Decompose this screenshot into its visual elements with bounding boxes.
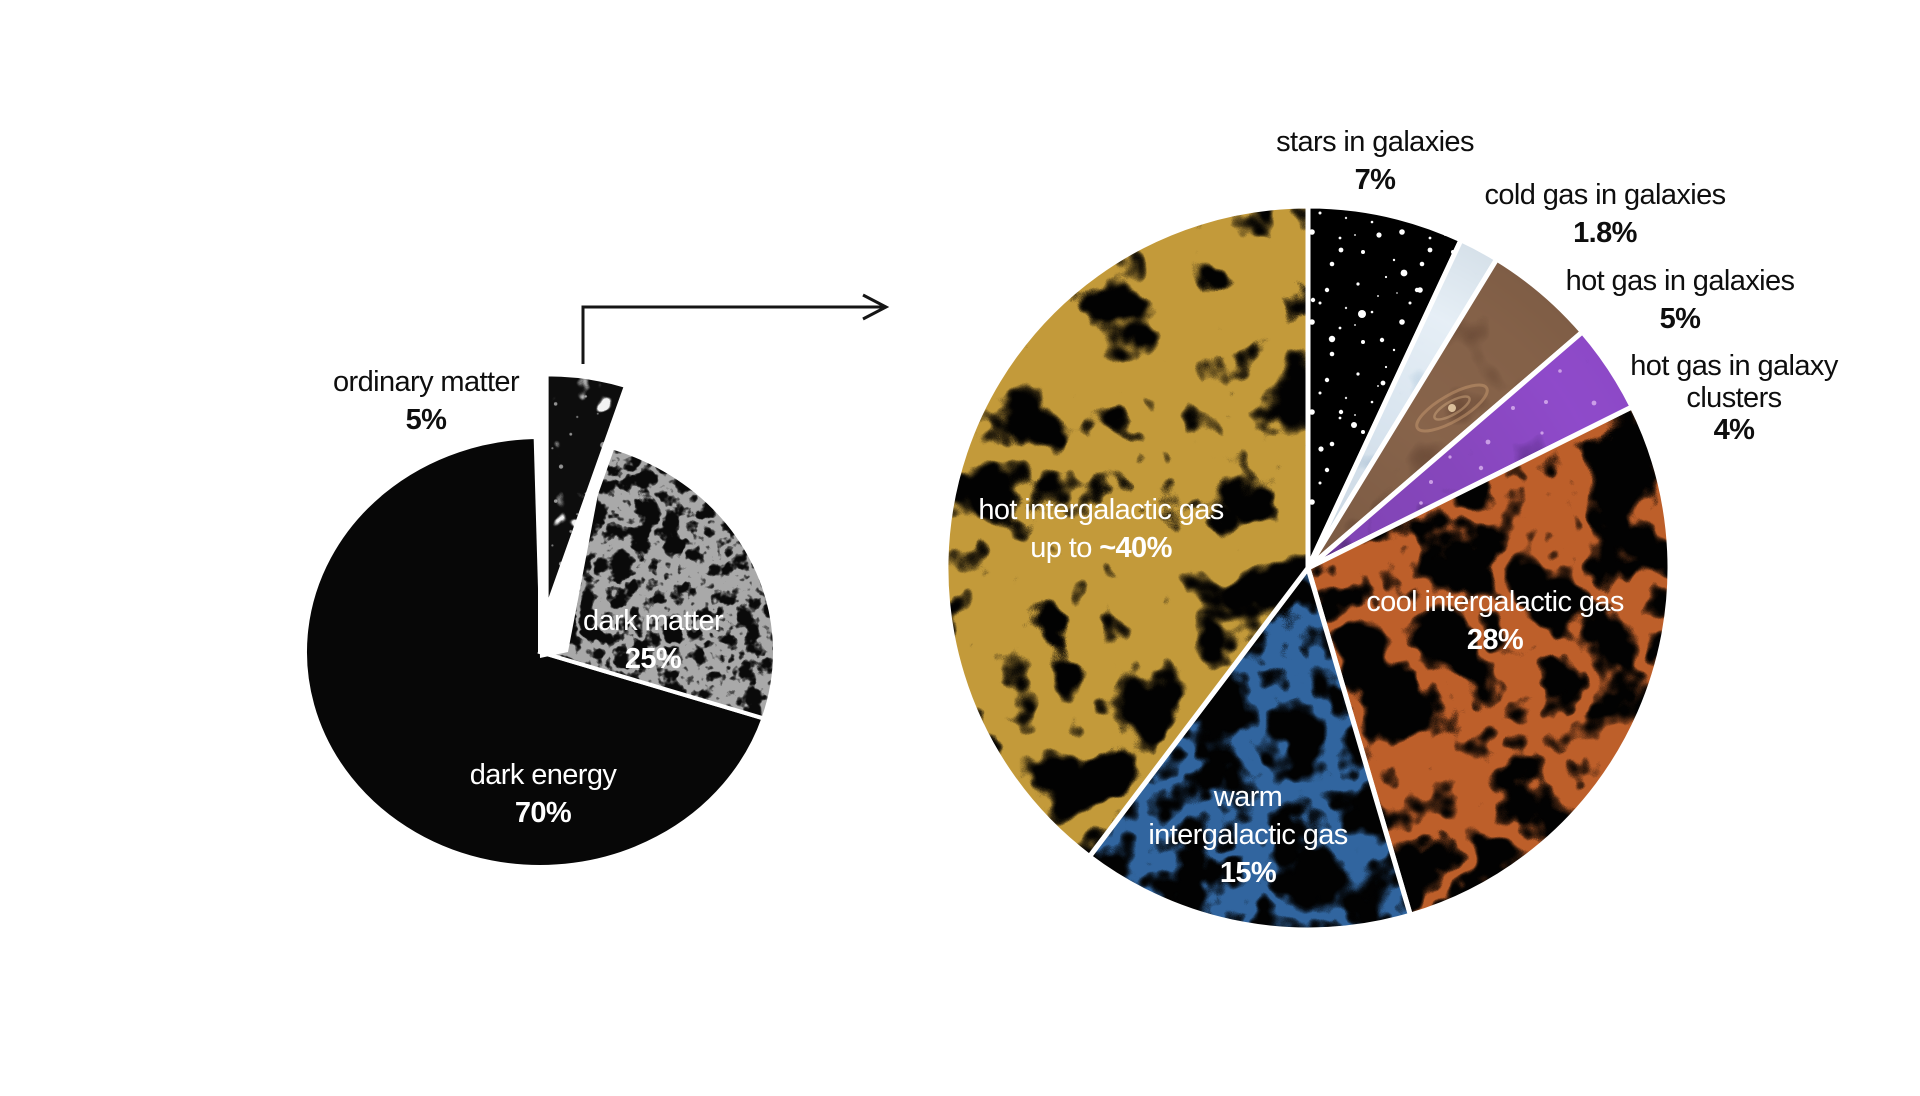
label-hot-gas-in-galaxies: hot gas in galaxies 5% xyxy=(1566,262,1795,338)
connector-arrow-icon xyxy=(581,293,890,364)
label-hot-intergalactic-gas: hot intergalactic gas up to ~40% xyxy=(978,491,1224,567)
slice-dark-matter xyxy=(537,445,777,721)
slice-label-text: hot intergalactic gas xyxy=(978,494,1224,526)
label-hot-gas-in-galaxy-clusters: hot gas in galaxy clusters 4% xyxy=(1630,350,1838,446)
spiral-galaxy-icon xyxy=(1415,383,1489,433)
slice-pct: 7% xyxy=(1354,164,1396,196)
slice-label-text: cold gas in galaxies xyxy=(1484,179,1726,211)
slice-pct: 5% xyxy=(1659,303,1701,335)
arrowhead-icon xyxy=(862,293,890,321)
label-stars-in-galaxies: stars in galaxies 7% xyxy=(1276,123,1474,199)
slice-ordinary-matter xyxy=(545,373,628,608)
slice-pct: 5% xyxy=(405,404,447,436)
slice-warm-intergalactic-gas xyxy=(1085,562,1414,933)
slice-label-text: dark matter xyxy=(582,605,724,637)
slice-cool-intergalactic-gas xyxy=(1305,403,1673,919)
slice-label-text: warm xyxy=(1213,781,1283,813)
slice-label-text: hot gas in galaxies xyxy=(1565,265,1795,297)
label-dark-energy: dark energy 70% xyxy=(470,756,617,832)
slice-pct: 70% xyxy=(514,797,572,829)
label-dark-matter: dark matter 25% xyxy=(582,602,724,678)
connector-elbow-line xyxy=(581,305,886,364)
label-ordinary-matter: ordinary matter 5% xyxy=(332,363,520,439)
label-warm-intergalactic-gas: warm intergalactic gas 15% xyxy=(1148,778,1348,892)
slice-pct: 15% xyxy=(1219,857,1277,889)
slice-label-text: hot gas in galaxy xyxy=(1630,350,1838,382)
slice-label-text: ordinary matter xyxy=(332,366,520,398)
slice-dark-energy xyxy=(302,434,767,869)
slice-stars-in-galaxies xyxy=(1305,203,1465,570)
slice-pct: 28% xyxy=(1466,624,1524,656)
label-cool-intergalactic-gas: cool intergalactic gas 28% xyxy=(1366,583,1624,659)
slice-hot-intergalactic-gas xyxy=(943,203,1311,861)
slice-pct: 4% xyxy=(1713,414,1755,446)
slice-label-text: dark energy xyxy=(469,759,617,791)
slice-label-text: clusters xyxy=(1686,382,1782,414)
slice-label-text: intergalactic gas xyxy=(1148,819,1348,851)
slice-label-text: cool intergalactic gas xyxy=(1366,586,1624,618)
slice-pct: 25% xyxy=(624,643,682,675)
label-cold-gas-in-galaxies: cold gas in galaxies 1.8% xyxy=(1484,176,1726,252)
slice-label-text: stars in galaxies xyxy=(1276,126,1474,158)
slice-pct: 1.8% xyxy=(1573,217,1637,249)
slice-pct: up to ~40% xyxy=(1030,532,1172,564)
